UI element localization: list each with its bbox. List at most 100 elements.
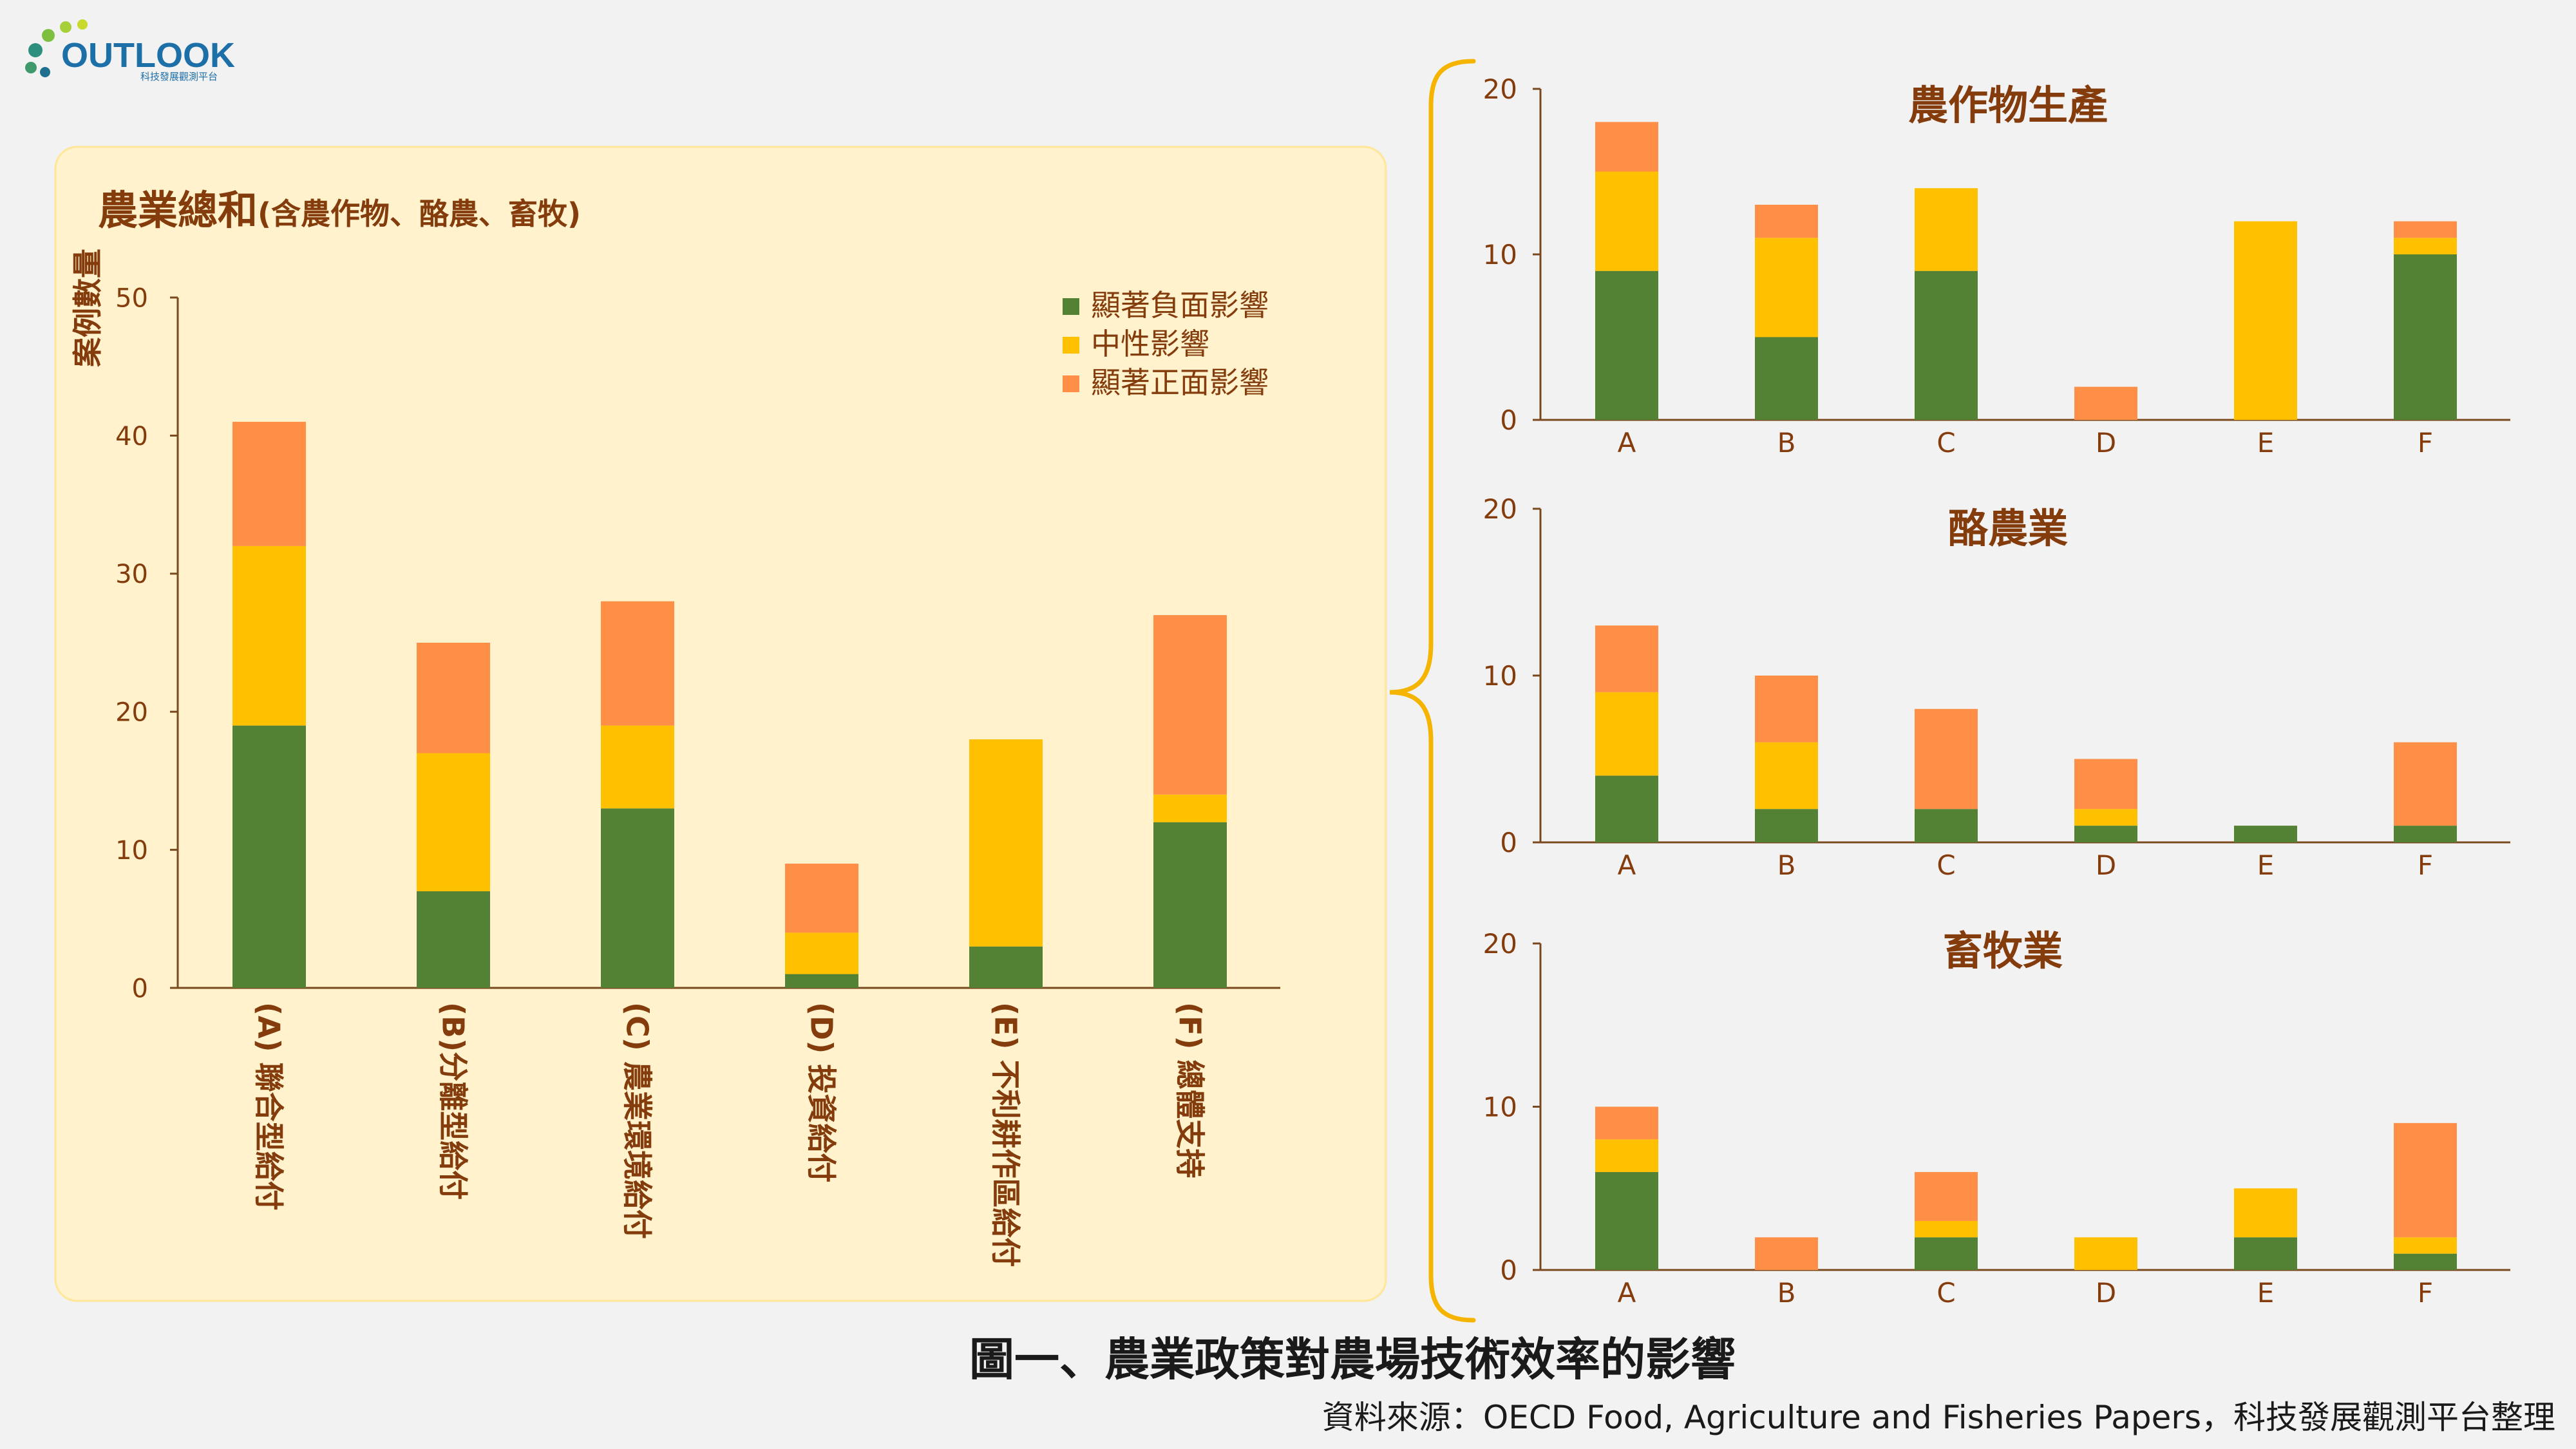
bar-segment-positive (2074, 386, 2137, 420)
bar-segment-neutral (2234, 221, 2297, 420)
legend-label-neutral: 中性影響 (1091, 327, 1209, 361)
x-category-label: D (2096, 849, 2116, 881)
bar-segment-neutral (1595, 171, 1658, 271)
bar-segment-neutral (417, 753, 490, 891)
figure-caption: 圖一、農業政策對農場技術效率的影響 (969, 1333, 1736, 1386)
bar-segment-neutral (1755, 742, 1818, 810)
x-category-label: (F) 總體支持 (1172, 1002, 1207, 1178)
bar-segment-positive (785, 864, 858, 933)
summary-chart-title: 農業總和(含農作物、酪農、畜牧) (98, 187, 581, 234)
x-category-label: A (1618, 1277, 1636, 1309)
y-tick-label: 30 (115, 560, 148, 589)
legend-swatch-negative (1063, 298, 1079, 315)
x-category-label: D (2096, 1277, 2116, 1309)
x-category-label: F (2418, 849, 2433, 881)
bar-segment-negative (2234, 1237, 2297, 1270)
dairy-chart: 0 10 20 酪農業 A B C D E F (1483, 493, 2510, 881)
bar-segment-neutral (2394, 238, 2457, 254)
logo-subtitle: 科技發展觀測平台 (140, 71, 218, 82)
bar-segment-positive (1755, 1237, 1818, 1270)
y-tick-label: 0 (1500, 404, 1517, 436)
bar-segment-negative (2394, 1253, 2457, 1270)
x-category-label: A (1618, 427, 1636, 459)
bar-segment-negative (1153, 822, 1227, 988)
y-tick-label: 20 (1483, 493, 1517, 525)
bar-segment-negative (1755, 337, 1818, 420)
bar-segment-neutral (2074, 1237, 2137, 1270)
bar-segment-neutral (2074, 809, 2137, 826)
y-tick-label: 0 (1500, 1255, 1517, 1286)
bar-segment-negative (785, 974, 858, 988)
summary-panel (54, 146, 1387, 1302)
x-category-label: B (1777, 1277, 1796, 1309)
x-category-label: C (1937, 427, 1955, 459)
y-tick-label: 20 (1483, 73, 1517, 105)
outlook-logo: OUTLOOK 科技發展觀測平台 (25, 19, 235, 82)
bar-segment-neutral (1595, 692, 1658, 776)
bar-segment-negative (601, 808, 674, 988)
bar-segment-positive (232, 421, 306, 546)
y-tick-label: 10 (1483, 1092, 1517, 1123)
bar-segment-negative (1915, 270, 1978, 420)
summary-y-axis-label: 案例數量 (70, 249, 105, 367)
bar-segment-negative (1595, 1171, 1658, 1270)
x-category-label: C (1937, 849, 1955, 881)
x-category-label: E (2257, 849, 2275, 881)
bar-segment-neutral (969, 739, 1043, 947)
legend-swatch-positive (1063, 375, 1079, 392)
bar-segment-positive (2394, 742, 2457, 826)
bar-segment-neutral (2234, 1188, 2297, 1238)
y-tick-label: 50 (115, 283, 148, 313)
bar-segment-neutral (601, 725, 674, 809)
bar-segment-negative (2234, 826, 2297, 842)
bar-segment-neutral (785, 933, 858, 974)
x-category-label: (B)分離型給付 (435, 1002, 470, 1200)
bar-segment-positive (2394, 1122, 2457, 1238)
x-category-label: (A) 聯合型給付 (251, 1002, 286, 1211)
x-category-label: (D) 投資給付 (804, 1002, 838, 1182)
x-category-label: C (1937, 1277, 1955, 1309)
x-category-label: B (1777, 427, 1796, 459)
x-category-label: E (2257, 1277, 2275, 1309)
crop-production-chart: 0 10 20 農作物生產 A B C D E F (1483, 73, 2510, 459)
bar-segment-negative (232, 725, 306, 988)
bar-segment-neutral (232, 545, 306, 726)
y-tick-label: 0 (132, 974, 148, 1003)
bar-segment-neutral (1915, 188, 1978, 271)
y-tick-label: 20 (115, 698, 148, 728)
legend-label-positive: 顯著正面影響 (1091, 365, 1269, 400)
bar-segment-positive (1595, 1106, 1658, 1140)
x-category-label: F (2418, 1277, 2433, 1309)
y-tick-label: 10 (1483, 660, 1517, 692)
bar-segment-positive (417, 643, 490, 753)
bar-segment-neutral (1915, 1220, 1978, 1238)
bar-segment-positive (1755, 204, 1818, 238)
bar-segment-positive (1595, 625, 1658, 692)
bar-segment-positive (2074, 759, 2137, 810)
bar-segment-neutral (1755, 238, 1818, 337)
x-category-label: B (1777, 849, 1796, 881)
x-category-label: F (2418, 427, 2433, 459)
x-category-label: A (1618, 849, 1636, 881)
bar-segment-positive (601, 601, 674, 726)
bar-segment-negative (969, 946, 1043, 988)
bar-segment-negative (2394, 254, 2457, 420)
x-category-label: (C) 農業環境給付 (620, 1002, 654, 1239)
bar-segment-positive (1915, 708, 1978, 810)
x-category-label: (E) 不利耕作區給付 (988, 1002, 1023, 1267)
bar-segment-negative (1755, 809, 1818, 842)
bar-segment-neutral (1153, 794, 1227, 822)
bar-segment-negative (2394, 826, 2457, 842)
logo-text: OUTLOOK (61, 36, 235, 75)
x-category-label: D (2096, 427, 2116, 459)
bar-segment-negative (417, 891, 490, 988)
chart-title: 酪農業 (1948, 505, 2068, 552)
bar-segment-positive (1153, 615, 1227, 795)
bar-segment-negative (1915, 809, 1978, 842)
y-tick-label: 20 (1483, 928, 1517, 960)
legend-swatch-neutral (1063, 337, 1079, 354)
source-note: 資料來源：OECD Food, Agriculture and Fisherie… (1322, 1399, 2555, 1436)
x-category-label: E (2257, 427, 2275, 459)
bar-segment-positive (1595, 122, 1658, 172)
